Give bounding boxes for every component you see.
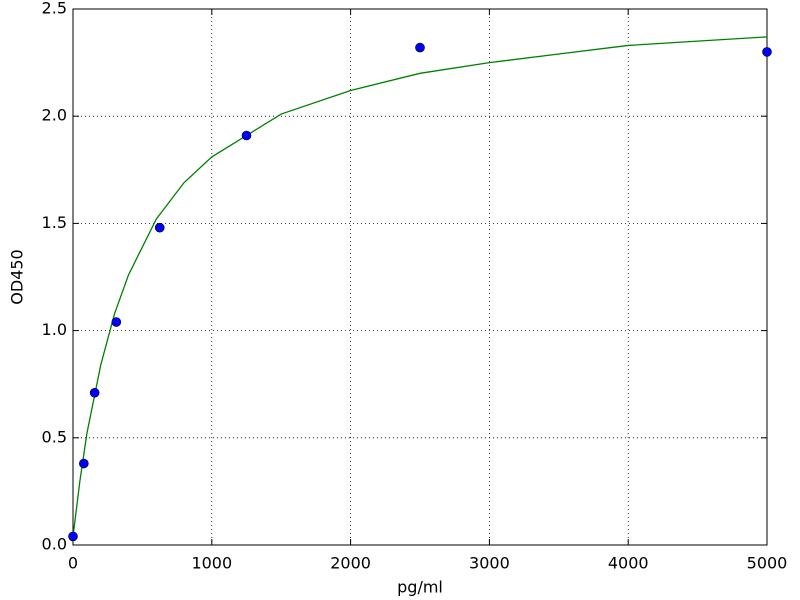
y-tick-label: 1.5	[42, 213, 67, 232]
y-tick-label: 0.0	[42, 535, 67, 554]
data-point	[415, 42, 425, 53]
data-point	[111, 317, 122, 327]
plot-frame	[72, 8, 768, 546]
x-tick-label: 0	[68, 554, 78, 573]
x-tick-label: 5000	[747, 554, 788, 573]
x-tick-label: 1000	[191, 554, 232, 573]
data-point	[154, 222, 165, 233]
x-axis-label: pg/ml	[397, 578, 443, 597]
data-point	[89, 387, 100, 398]
data-point	[762, 47, 772, 57]
y-axis-label: OD450	[8, 249, 27, 304]
y-tick-label: 2.5	[42, 0, 67, 18]
y-tick-label: 1.0	[42, 320, 67, 339]
data-point	[241, 130, 252, 141]
fit-curve	[72, 36, 768, 537]
data-point	[79, 458, 89, 469]
y-tick-label: 0.5	[42, 427, 67, 446]
x-tick-label: 3000	[469, 554, 510, 573]
x-tick-label: 4000	[608, 554, 649, 573]
y-tick-label: 2.0	[42, 106, 67, 125]
data-point	[68, 531, 78, 542]
x-tick-label: 2000	[330, 554, 371, 573]
